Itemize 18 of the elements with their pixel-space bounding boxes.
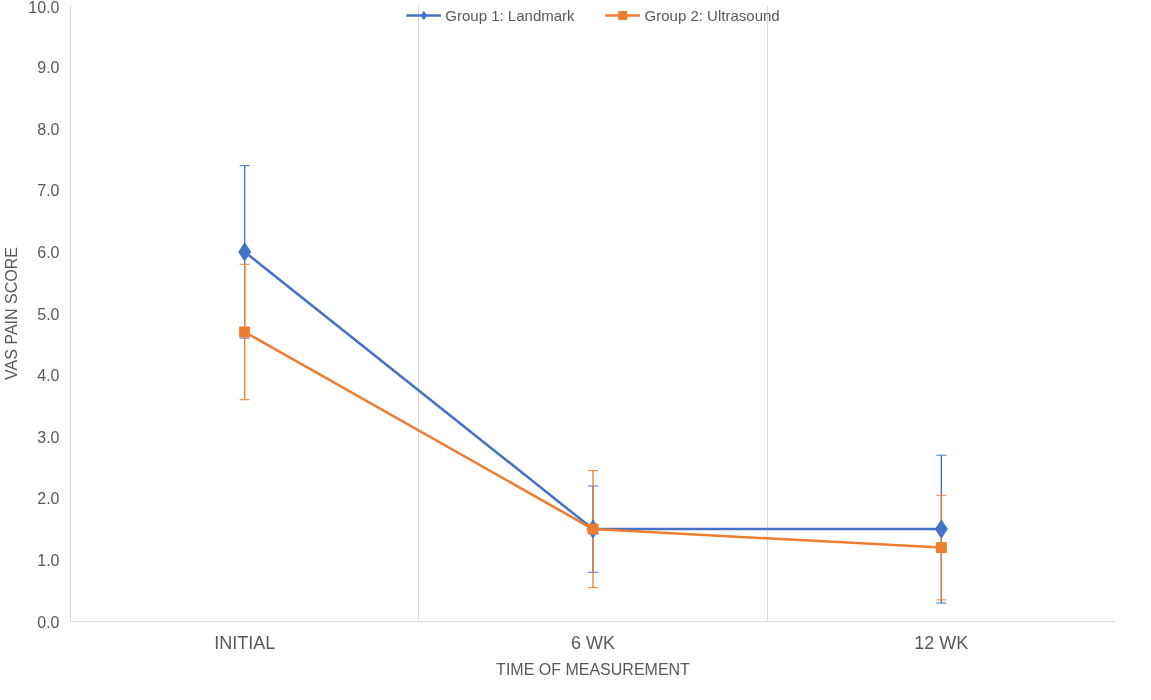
x-tick-label: 6 WK	[571, 632, 616, 653]
y-tick-label: 10.0	[28, 0, 60, 16]
y-tick-label: 8.0	[37, 120, 60, 138]
x-tick-label: 12 WK	[914, 632, 969, 653]
y-tick-label: 0.0	[37, 613, 60, 631]
y-tick-label: 7.0	[37, 182, 60, 200]
y-tick-label: 1.0	[37, 551, 60, 569]
y-tick-label: 6.0	[37, 243, 60, 261]
y-tick-label: 5.0	[37, 305, 60, 323]
x-tick-label: INITIAL	[214, 632, 276, 653]
legend-label: Group 2: Ultrasound	[644, 6, 780, 24]
y-tick-label: 4.0	[37, 367, 60, 385]
legend-label: Group 1: Landmark	[445, 6, 575, 24]
y-tick-label: 3.0	[37, 428, 60, 446]
x-axis-title: TIME OF MEASUREMENT	[496, 660, 691, 678]
y-tick-label: 2.0	[37, 490, 60, 508]
y-tick-label: 9.0	[37, 59, 60, 77]
y-axis-title: VAS PAIN SCORE	[3, 247, 21, 380]
